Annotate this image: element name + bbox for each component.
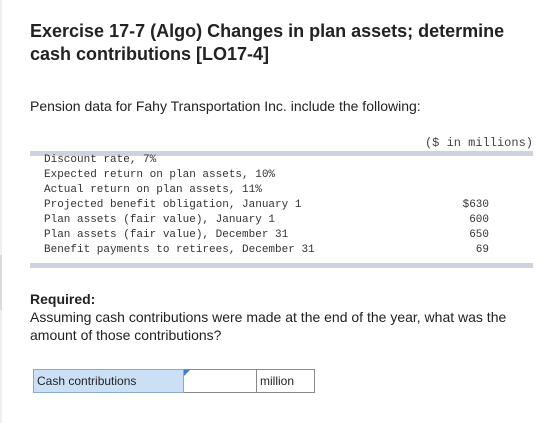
row-label-plan-assets-jan1: Plan assets (fair value), January 1 bbox=[44, 214, 276, 226]
table-row: Projected benefit obligation, January 1 … bbox=[30, 198, 533, 213]
row-label-plan-assets-dec31: Plan assets (fair value), December 31 bbox=[44, 229, 289, 241]
table-rows: Discount rate, 7% Expected return on pla… bbox=[30, 153, 533, 258]
row-label-pbo-jan1: Projected benefit obligation, January 1 bbox=[44, 199, 302, 211]
table-footer-rule bbox=[30, 263, 533, 268]
left-border bbox=[0, 0, 2, 423]
pension-data-table: ($ in millions) Discount rate, 7% Expect… bbox=[30, 133, 533, 269]
cash-contributions-label: Cash contributions bbox=[33, 369, 184, 393]
left-border-mark bbox=[0, 255, 2, 310]
table-row: Expected return on plan assets, 10% bbox=[30, 168, 533, 183]
row-label-benefit-payments: Benefit payments to retirees, December 3… bbox=[44, 244, 315, 256]
row-value-pbo-jan1: $630 bbox=[462, 199, 489, 211]
table-row: Plan assets (fair value), December 31 65… bbox=[30, 228, 533, 243]
row-value-benefit-payments: 69 bbox=[475, 244, 489, 256]
exercise-title: Exercise 17-7 (Algo) Changes in plan ass… bbox=[30, 21, 505, 64]
row-label-discount-rate: Discount rate, 7% bbox=[44, 154, 157, 166]
units-header: ($ in millions) bbox=[424, 136, 533, 150]
intro-text: Pension data for Fahy Transportation Inc… bbox=[30, 98, 421, 114]
table-row: Plan assets (fair value), January 1 600 bbox=[30, 213, 533, 228]
answer-row: Cash contributions million bbox=[33, 369, 315, 393]
row-label-actual-return: Actual return on plan assets, 11% bbox=[44, 184, 262, 196]
question-text: Assuming cash contributions were made at… bbox=[30, 309, 507, 343]
row-label-expected-return: Expected return on plan assets, 10% bbox=[44, 169, 276, 181]
table-row: Benefit payments to retirees, December 3… bbox=[30, 243, 533, 258]
row-value-plan-assets-dec31: 650 bbox=[469, 229, 489, 241]
answer-input-wrapper bbox=[184, 369, 257, 393]
table-header-rule bbox=[30, 151, 533, 156]
required-label: Required: bbox=[30, 291, 96, 307]
row-value-plan-assets-jan1: 600 bbox=[469, 214, 489, 226]
cash-contributions-input[interactable] bbox=[184, 370, 256, 392]
table-row: Discount rate, 7% bbox=[30, 153, 533, 168]
table-row: Actual return on plan assets, 11% bbox=[30, 183, 533, 198]
answer-unit: million bbox=[257, 369, 315, 393]
